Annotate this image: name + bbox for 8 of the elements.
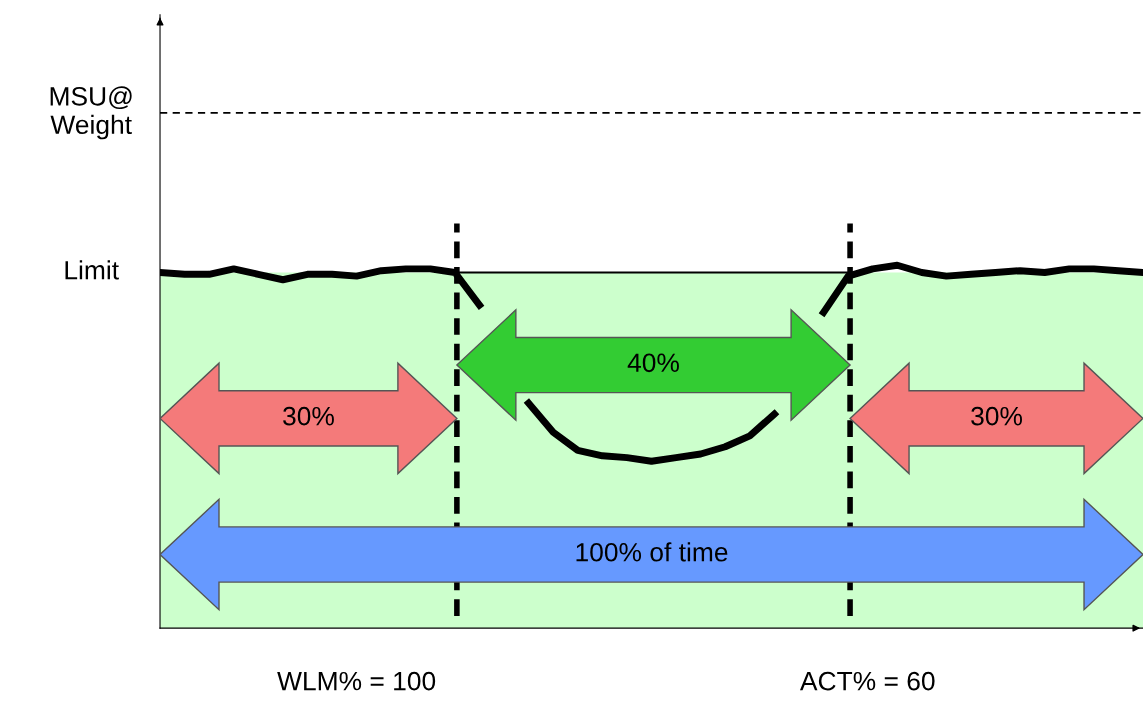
- text: WLM% = 100: [277, 671, 436, 691]
- annotation: 30%: [971, 406, 1023, 426]
- band-label: Limit: [65, 260, 119, 280]
- ref-line-label: MSU@ Weight: [50, 86, 132, 140]
- annotation: 40%: [627, 353, 679, 373]
- text: ACT% = 60: [799, 671, 935, 691]
- annotation: 100% of time: [576, 542, 728, 562]
- annotation: 30%: [283, 406, 334, 426]
